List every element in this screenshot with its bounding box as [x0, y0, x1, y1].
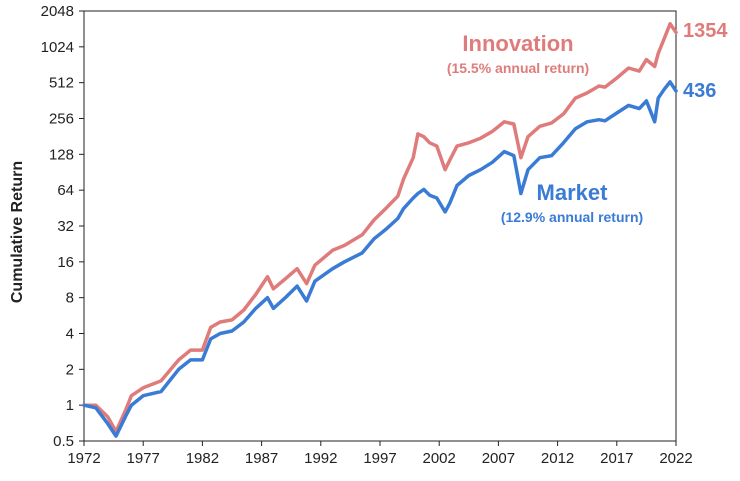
- x-tick-label: 1977: [127, 450, 160, 467]
- x-tick-label: 1982: [186, 450, 219, 467]
- y-tick-label: 1: [66, 397, 74, 414]
- y-tick-label: 2048: [41, 3, 74, 20]
- ticks: 0.5 1 2 4 8 16 32 64 128 256 512 1024 2048 1972 1977 19…: [41, 3, 693, 467]
- y-tick-label: 8: [66, 290, 74, 307]
- x-tick-label: 2017: [600, 450, 633, 467]
- y-tick-label: 0.5: [53, 433, 74, 450]
- series-end-value-market: 436: [683, 80, 716, 102]
- y-tick-label: 4: [66, 326, 74, 343]
- x-tick-label: 1997: [363, 450, 396, 467]
- y-tick-label: 1024: [41, 39, 74, 56]
- y-tick-label: 128: [49, 146, 74, 163]
- y-tick-label: 2: [66, 361, 74, 378]
- y-tick-label: 64: [57, 182, 74, 199]
- series-name-innovation: Innovation: [462, 31, 573, 56]
- x-tick-label: 2012: [541, 450, 574, 467]
- series-end-value-innovation: 1354: [683, 20, 728, 42]
- series-subtitle-innovation: (15.5% annual return): [447, 60, 589, 76]
- x-tick-label: 2022: [659, 450, 692, 467]
- x-tick-label: 2002: [423, 450, 456, 467]
- x-tick-label: 1987: [245, 450, 278, 467]
- y-tick-label: 32: [57, 218, 74, 235]
- series-subtitle-market: (12.9% annual return): [501, 209, 643, 225]
- y-tick-label: 256: [49, 111, 74, 128]
- x-tick-label: 1972: [67, 450, 100, 467]
- series-labels: Innovation (15.5% annual return) 1354 Marke…: [447, 20, 729, 225]
- y-axis-label: Cumulative Return: [9, 161, 26, 303]
- series-line-innovation: [82, 22, 678, 434]
- series-lines: [82, 22, 678, 438]
- y-tick-label: 512: [49, 75, 74, 92]
- series-line-market: [82, 80, 678, 438]
- series-name-market: Market: [537, 180, 609, 205]
- x-tick-label: 1992: [304, 450, 337, 467]
- y-tick-label: 16: [57, 254, 74, 271]
- x-tick-label: 2007: [482, 450, 515, 467]
